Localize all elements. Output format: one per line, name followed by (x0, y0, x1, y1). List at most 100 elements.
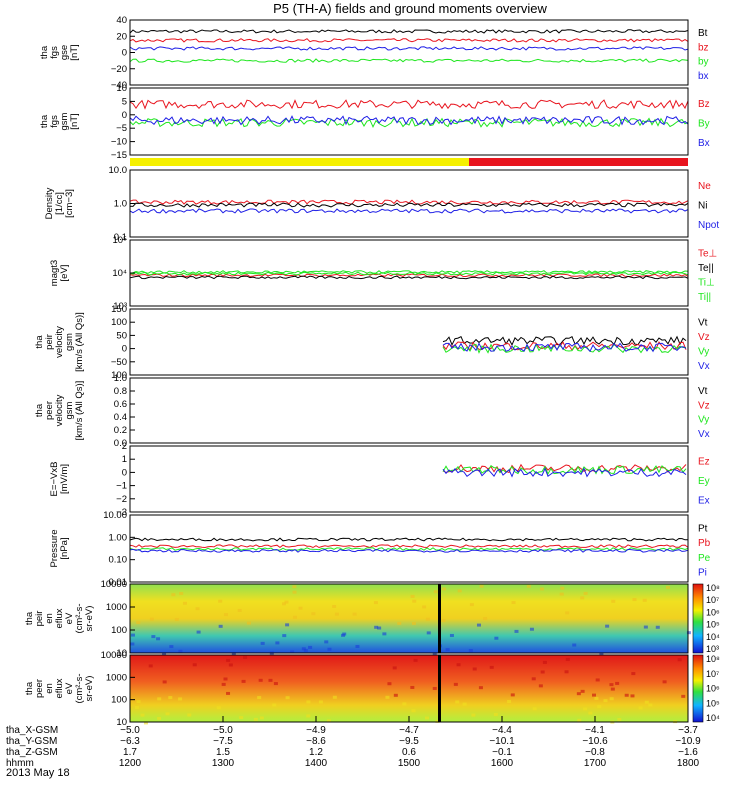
panel-mode_bar (130, 158, 688, 166)
y-axis-label: [mV/m] (59, 464, 70, 494)
x-axis-value: −10.1 (489, 736, 515, 747)
x-axis-value: −3.7 (678, 725, 698, 736)
legend-npot: Npot (698, 220, 719, 231)
y-tick-label: 10000 (101, 650, 127, 661)
legend-pi: Pi (698, 568, 707, 579)
heatmap-cell (243, 655, 248, 659)
y-axis-label: eV (64, 612, 75, 624)
x-axis-value: 1800 (677, 758, 700, 769)
heatmap-gap (438, 655, 441, 722)
heatmap-cell (148, 664, 153, 668)
colorbar-tick-label: 10⁶ (706, 684, 720, 694)
colorbar-tick-label: 10⁸ (706, 654, 720, 664)
heatmap-cell (588, 711, 593, 715)
panel-temperature: Te⊥ Te|| Ti⊥ Ti|| 10⁵ 10⁴ 10³ magt3 [eV] (49, 235, 717, 312)
heatmap-cell (162, 680, 167, 684)
heatmap-cell (257, 696, 262, 700)
heatmap-cell (195, 607, 200, 611)
y-tick-label: 0 (122, 344, 127, 355)
colorbar-tick-label: 10⁵ (706, 698, 720, 708)
heatmap-cell (355, 644, 360, 648)
y-axis-label: eV (64, 682, 75, 694)
heatmap-cell (281, 602, 286, 606)
y-tick-label: 0 (122, 48, 127, 59)
figure-title: P5 (TH-A) fields and ground moments over… (273, 1, 547, 16)
heatmap-cell (178, 697, 183, 701)
series-line-vt (442, 335, 687, 347)
legend-bt: Bt (698, 28, 708, 39)
heatmap-cell (298, 606, 303, 610)
heatmap-cell (478, 686, 483, 690)
legend-bz: bz (698, 42, 709, 53)
colorbar-tick-label: 10⁷ (706, 595, 719, 605)
y-tick-label: 150 (111, 304, 127, 315)
y-axis-label: [km/s (All Qs)] (74, 381, 85, 441)
x-axis-value: −4.7 (399, 725, 419, 736)
series-line-bt (129, 29, 689, 34)
heatmap-cell (597, 705, 602, 709)
heatmap-cell (560, 586, 565, 590)
panel-fgs_gsm: Bz By Bx 10 5 0 −5 −10 −15 tha fgs gsm [nT] (39, 83, 710, 161)
heatmap-cell (631, 672, 636, 676)
heatmap-cell (157, 697, 162, 701)
x-axis-row-label: tha_Z-GSM (6, 747, 58, 758)
heatmap-cell (308, 645, 313, 649)
heatmap-cell (179, 592, 184, 596)
heatmap-cell (411, 621, 416, 625)
panel-frame (129, 445, 689, 513)
heatmap-cell (615, 681, 620, 685)
panel-frame (129, 583, 689, 654)
heatmap-cell (231, 652, 236, 656)
y-axis-label: peer (34, 679, 45, 698)
y-tick-label: 1.0 (114, 373, 127, 384)
heatmap-cell (239, 716, 244, 720)
x-axis-value: −5.0 (120, 725, 140, 736)
legend-vz: Vz (698, 332, 710, 343)
y-tick-label: 2 (122, 441, 127, 452)
heatmap-cell (410, 685, 415, 689)
heatmap-cell (168, 696, 173, 700)
heatmap-cell (441, 587, 446, 591)
y-tick-label: 0.4 (114, 412, 127, 423)
legend-bx: Bx (698, 138, 710, 149)
y-tick-label: 100 (111, 625, 127, 636)
heatmap-cell (301, 647, 306, 651)
y-tick-label: 10 (116, 83, 127, 94)
heatmap-cell (157, 716, 162, 720)
heatmap-cell (469, 603, 474, 607)
legend-ey: Ey (698, 476, 710, 487)
heatmap-cell (411, 709, 416, 713)
panel-frame (129, 308, 689, 376)
legend-ti: Ti⊥ (698, 277, 715, 288)
x-axis-value: −8.6 (306, 736, 326, 747)
legend-ni: Ni (698, 201, 707, 212)
y-axis-label: tha (39, 114, 50, 128)
y-tick-label: 100 (111, 317, 127, 328)
y-tick-label: −2 (116, 494, 127, 505)
y-tick-label: 40 (116, 15, 127, 26)
x-axis-value: 1700 (584, 758, 607, 769)
x-axis-value: 1.2 (309, 747, 323, 758)
heatmap-cell (532, 707, 537, 711)
heatmap-cell (134, 705, 139, 709)
heatmap-cell (457, 589, 462, 593)
panel-fgs_gse: Bt bz by bx 40 20 0 −20 −40 tha fgs gse [nT] (39, 15, 709, 91)
y-axis-label: eflux (54, 678, 65, 698)
legend-vt: Vt (698, 317, 708, 328)
heatmap-cell (422, 605, 427, 609)
x-axis-value: 1600 (491, 758, 514, 769)
legend-te: Te|| (698, 263, 714, 274)
y-tick-label: 10.00 (103, 510, 127, 521)
y-axis-label: eflux (54, 608, 65, 628)
x-axis-value: 1200 (119, 758, 142, 769)
legend-ex: Ex (698, 495, 710, 506)
series-line-vx (442, 342, 687, 353)
heatmap-cell (136, 620, 141, 624)
heatmap-cell (327, 719, 332, 723)
date-label: 2013 May 18 (6, 767, 70, 779)
x-axis-value: −9.5 (399, 736, 419, 747)
x-axis-row-label: hhmm (6, 758, 34, 769)
series-line-pi (129, 548, 689, 553)
heatmap-cell (374, 625, 379, 629)
heatmap-cell (332, 604, 337, 608)
